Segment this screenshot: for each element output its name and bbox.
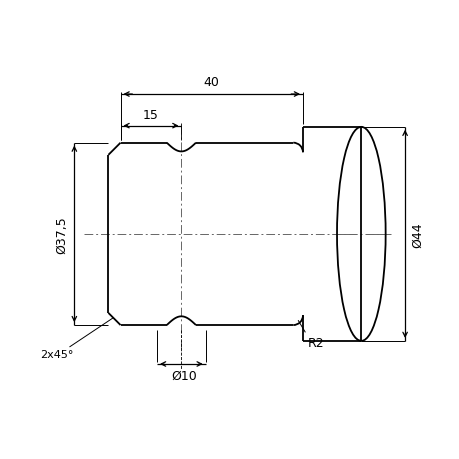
Text: 40: 40 <box>203 76 219 89</box>
Text: R2: R2 <box>307 336 324 349</box>
Text: Ø10: Ø10 <box>171 369 196 382</box>
Text: 2x45°: 2x45° <box>40 350 73 359</box>
Text: Ø37,5: Ø37,5 <box>56 216 68 253</box>
Text: Ø44: Ø44 <box>410 222 423 247</box>
Text: 15: 15 <box>143 108 158 122</box>
